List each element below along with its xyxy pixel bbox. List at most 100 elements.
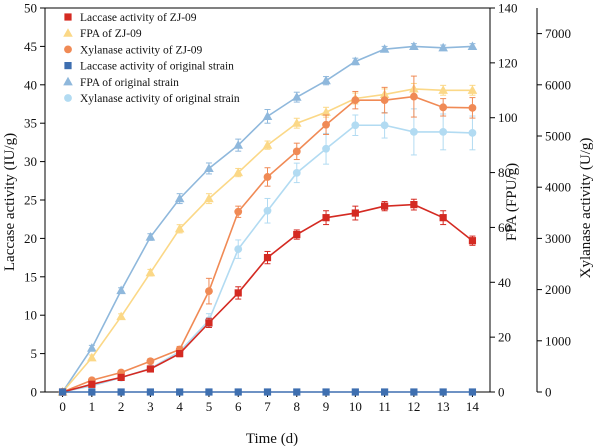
data-point — [380, 96, 389, 105]
legend-item: Laccase activity of original strain — [64, 61, 234, 73]
data-point — [205, 319, 213, 327]
data-point — [204, 163, 214, 173]
data-point — [145, 232, 156, 241]
legend-item: Laccase activity of ZJ-09 — [64, 12, 197, 24]
data-point — [146, 388, 154, 396]
data-point — [322, 214, 330, 222]
x-tick-label: 1 — [89, 399, 96, 414]
x-tick-label: 8 — [294, 399, 301, 414]
data-point — [174, 223, 185, 233]
left-tick-label: 5 — [31, 346, 38, 361]
data-point — [381, 388, 389, 396]
data-point — [409, 41, 419, 50]
data-point — [263, 206, 272, 215]
left-tick-label: 10 — [24, 308, 37, 323]
legend-marker — [64, 62, 72, 70]
data-point — [468, 103, 477, 112]
x-tick-label: 14 — [466, 399, 480, 414]
data-point — [291, 118, 302, 127]
data-point — [176, 350, 184, 358]
legend-label: Xylanase activity of ZJ-09 — [80, 44, 203, 56]
left-tick-label: 30 — [24, 154, 37, 169]
data-point — [439, 214, 447, 222]
data-point — [88, 388, 96, 396]
data-point — [233, 140, 244, 149]
legend-marker — [64, 13, 72, 21]
x-axis-title: Time (d) — [246, 431, 298, 447]
xylanase-tick-label: 3000 — [545, 231, 571, 246]
legend-label: Xylanase activity of original strain — [80, 93, 240, 105]
data-point — [321, 75, 331, 85]
data-point — [293, 388, 301, 396]
x-tick-label: 3 — [147, 399, 154, 414]
data-point — [174, 193, 185, 203]
fpa-tick-label: 80 — [498, 165, 511, 180]
data-point — [87, 343, 97, 352]
left-tick-label: 40 — [24, 77, 37, 92]
legend-label: FPA of ZJ-09 — [80, 28, 142, 40]
legend-label: Laccase activity of ZJ-09 — [80, 12, 197, 24]
legend-item: Xylanase activity of original strain — [64, 93, 240, 105]
data-point — [87, 352, 97, 362]
data-point — [468, 388, 477, 396]
data-point — [350, 56, 361, 66]
data-point — [88, 380, 96, 388]
data-point — [146, 357, 155, 366]
legend-item: FPA of original strain — [63, 76, 179, 89]
x-tick-label: 5 — [206, 399, 213, 414]
legend-label: Laccase activity of original strain — [80, 61, 234, 73]
data-point — [58, 388, 67, 396]
data-point — [439, 103, 448, 112]
data-point — [205, 388, 213, 396]
data-point — [380, 121, 389, 130]
fpa-tick-label: 100 — [498, 110, 518, 125]
left-tick-label: 45 — [24, 39, 37, 54]
xylanase-tick-label: 5000 — [545, 129, 571, 144]
series-line — [62, 203, 473, 393]
data-point — [262, 111, 273, 120]
x-tick-label: 12 — [407, 399, 420, 414]
x-tick-label: 13 — [437, 399, 450, 414]
legend-label: FPA of original strain — [80, 77, 179, 89]
left-tick-label: 20 — [24, 231, 37, 246]
data-point — [176, 388, 184, 396]
left-tick-label: 25 — [24, 193, 37, 208]
data-point — [234, 207, 243, 216]
data-point — [409, 128, 418, 136]
data-point — [292, 168, 301, 177]
legend-item: Xylanase activity of ZJ-09 — [64, 44, 203, 56]
data-point — [409, 92, 418, 101]
fpa-tick-label: 20 — [498, 330, 511, 345]
left-axis-title: Laccase activity (IU/g) — [2, 133, 18, 271]
data-point — [322, 120, 330, 129]
fpa-tick-label: 0 — [498, 385, 505, 400]
data-point — [438, 42, 448, 52]
data-point — [439, 128, 448, 136]
data-point — [351, 388, 359, 396]
fpa-tick-label: 140 — [498, 1, 518, 16]
data-layer — [57, 41, 478, 396]
data-point — [438, 85, 448, 94]
x-tick-label: 6 — [235, 399, 242, 414]
data-point — [234, 388, 242, 396]
x-tick-label: 0 — [59, 399, 66, 414]
data-point — [381, 202, 389, 210]
data-point — [467, 85, 478, 94]
data-point — [145, 267, 156, 277]
fpa-tick-label: 120 — [498, 55, 518, 70]
legend-item: FPA of ZJ-09 — [63, 28, 142, 40]
data-point — [263, 254, 272, 262]
data-point — [467, 41, 478, 50]
data-point — [262, 140, 273, 149]
data-point — [322, 388, 330, 396]
legend-marker — [63, 28, 73, 37]
xylanase-tick-label: 1000 — [545, 333, 571, 348]
data-point — [379, 44, 390, 53]
data-point — [351, 121, 360, 130]
xylanase-tick-label: 6000 — [545, 77, 571, 92]
data-point — [234, 289, 242, 297]
series-3 — [58, 388, 477, 396]
data-point — [117, 388, 125, 396]
x-tick-label: 2 — [118, 399, 125, 414]
data-point — [117, 373, 125, 382]
